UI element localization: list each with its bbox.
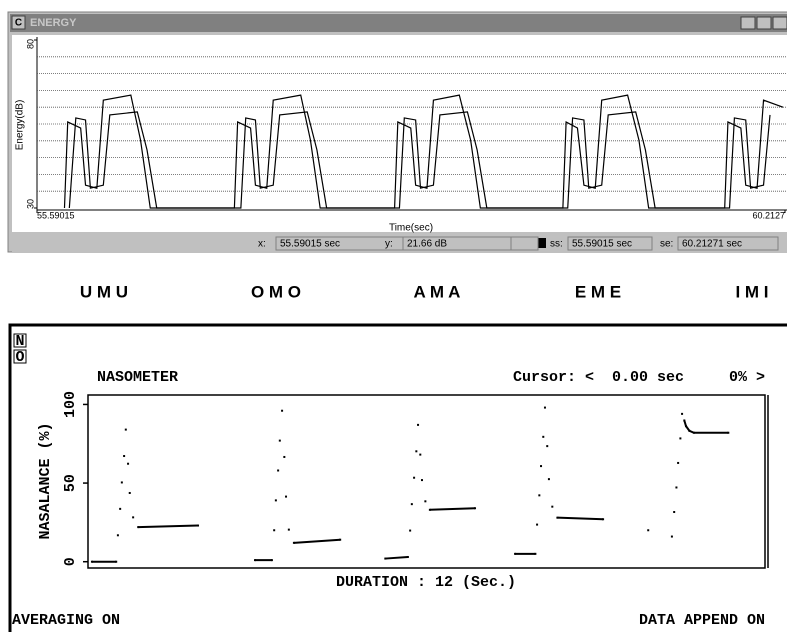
data-point	[417, 423, 420, 426]
data-line	[557, 516, 604, 521]
data-point	[420, 479, 423, 482]
data-line	[429, 507, 476, 511]
data-point	[132, 516, 135, 519]
syllable-label: U M U	[80, 282, 128, 301]
mode-button-label[interactable]: O	[15, 349, 24, 366]
data-line	[68, 111, 771, 209]
data-point	[551, 505, 554, 508]
data-line	[138, 524, 199, 529]
y-tick-label: 0	[62, 557, 79, 566]
x-tick-label: 60.2127	[752, 210, 785, 220]
data-point	[285, 495, 288, 498]
y-axis-label: Energy(dB)	[15, 100, 26, 151]
data-point	[410, 503, 413, 506]
status-field	[567, 236, 653, 251]
data-line	[293, 538, 341, 544]
data-point	[419, 453, 422, 456]
status-value: 60.21271 sec	[682, 239, 742, 250]
status-field	[677, 236, 779, 251]
status-value: 55.59015 sec	[280, 239, 340, 250]
syllable-label: E M E	[575, 282, 621, 301]
data-point	[120, 481, 123, 484]
status-value: 55.59015 sec	[572, 239, 632, 250]
window-icon-label: C	[15, 18, 22, 29]
maximize-button[interactable]	[756, 16, 772, 30]
status-label: x:	[258, 239, 266, 250]
data-point	[546, 445, 549, 448]
data-point	[281, 409, 284, 412]
status-swatch	[538, 238, 546, 248]
data-point	[413, 476, 416, 479]
data-point	[127, 462, 130, 465]
y-tick-label: 30	[25, 199, 35, 209]
data-point	[409, 529, 412, 532]
data-point	[124, 428, 127, 431]
footer-right: DATA APPEND ON	[639, 612, 765, 629]
data-point	[681, 412, 684, 415]
plot-frame	[87, 394, 766, 569]
minimize-button[interactable]	[740, 16, 756, 30]
data-point	[415, 450, 418, 453]
nasometer-panel	[8, 323, 787, 632]
syllable-label: A M A	[414, 282, 461, 301]
data-point	[540, 465, 543, 468]
mode-button[interactable]	[13, 349, 27, 364]
data-point	[278, 439, 281, 442]
status-value: 21.66 dB	[407, 239, 447, 250]
data-point	[287, 528, 290, 531]
status-label: ss:	[550, 239, 563, 250]
data-point	[679, 437, 682, 440]
status-label: y:	[385, 239, 393, 250]
window-icon	[11, 15, 26, 30]
y-tick-label: 80	[25, 39, 35, 49]
data-point	[273, 529, 276, 532]
data-point	[274, 499, 277, 502]
data-point	[128, 491, 131, 494]
data-point	[116, 534, 119, 537]
close-button[interactable]	[772, 16, 787, 30]
data-point	[675, 486, 678, 489]
footer-left: AVERAGING ON	[12, 612, 120, 629]
data-point	[547, 478, 550, 481]
data-line	[683, 420, 729, 434]
data-point	[123, 455, 126, 458]
mode-button-label[interactable]: N	[15, 333, 24, 350]
data-point	[424, 500, 427, 503]
data-line	[385, 555, 408, 560]
data-point	[673, 511, 676, 514]
data-point	[542, 435, 545, 438]
data-line	[63, 94, 784, 209]
status-field	[402, 236, 512, 251]
x-tick-label: 55.59015	[37, 210, 75, 220]
mode-button[interactable]	[13, 333, 27, 348]
x-axis-label: DURATION : 12 (Sec.)	[336, 574, 516, 591]
status-label: se:	[660, 239, 673, 250]
syllable-label: I M I	[735, 282, 768, 301]
data-point	[119, 507, 122, 510]
data-point	[283, 455, 286, 458]
syllable-label: O M O	[251, 282, 301, 301]
x-axis-label: Time(sec)	[389, 223, 433, 234]
y-axis-label: NASALANCE (%)	[37, 422, 54, 539]
data-point	[670, 535, 673, 538]
data-point	[536, 523, 539, 526]
data-point	[543, 406, 546, 409]
y-tick-label: 50	[62, 474, 79, 492]
nasometer-title: NASOMETER	[97, 369, 178, 386]
window-title: ENERGY	[30, 17, 77, 29]
data-point	[277, 469, 280, 472]
title-bar	[10, 14, 787, 32]
data-point	[677, 461, 680, 464]
data-point	[538, 494, 541, 497]
cursor-readout: Cursor: < 0.00 sec 0% >	[513, 369, 765, 386]
data-point	[647, 529, 650, 532]
y-tick-label: 100	[62, 391, 79, 418]
